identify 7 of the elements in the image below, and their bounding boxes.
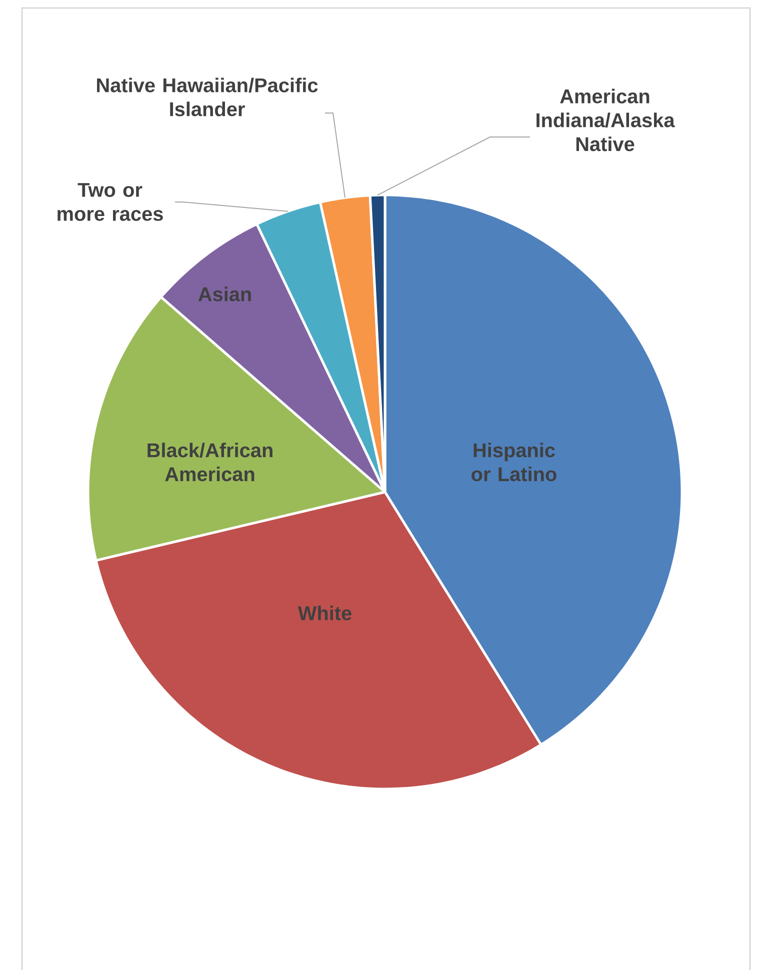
- slice-label: White: [298, 606, 352, 620]
- slice-label: Native Hawaiian/Pacific Islander: [97, 78, 318, 116]
- slice-label: American Indiana/Alaska Native: [536, 88, 675, 152]
- slice-label: Hispanic or Latino: [472, 442, 556, 482]
- slice-label: Asian: [198, 286, 251, 302]
- slice-label: Black/African American: [148, 442, 272, 482]
- slice-label: Two or more races: [58, 183, 163, 221]
